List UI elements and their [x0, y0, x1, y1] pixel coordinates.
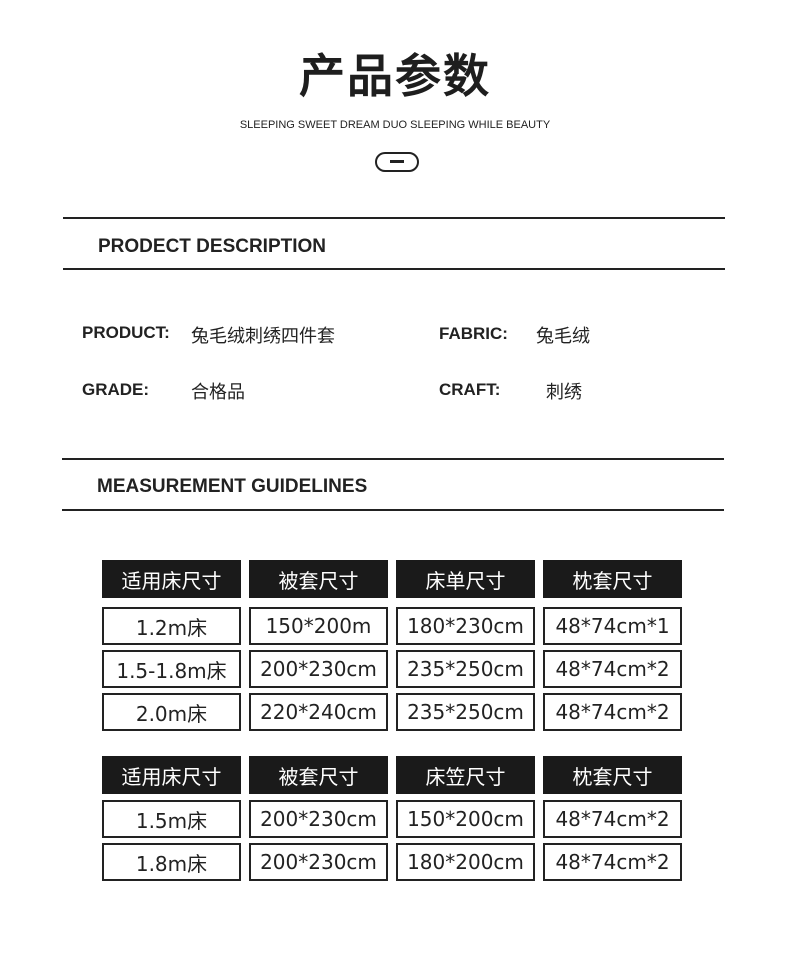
- table-cell: 2.0m床: [102, 693, 241, 731]
- subtitle: SLEEPING SWEET DREAM DUO SLEEPING WHILE …: [239, 119, 551, 131]
- divider: [63, 268, 725, 270]
- table-cell: 1.2m床: [102, 607, 241, 645]
- table-header-cell: 被套尺寸: [249, 560, 388, 598]
- craft-label: CRAFT:: [439, 380, 501, 399]
- table-cell: 200*230cm: [249, 800, 388, 838]
- table-header-cell: 床笠尺寸: [396, 756, 535, 794]
- table-cell: 48*74cm*2: [543, 800, 682, 838]
- table-cell: 235*250cm: [396, 693, 535, 731]
- table-header-cell: 被套尺寸: [249, 756, 388, 794]
- craft-value: 刺绣: [546, 382, 582, 403]
- table-cell: 1.8m床: [102, 843, 241, 881]
- table-cell: 150*200m: [249, 607, 388, 645]
- grade-value: 合格品: [191, 382, 245, 403]
- divider: [62, 509, 724, 511]
- table-cell: 1.5-1.8m床: [102, 650, 241, 688]
- divider: [62, 458, 724, 460]
- table-header-cell: 适用床尺寸: [102, 756, 241, 794]
- product-value: 兔毛绒刺绣四件套: [191, 326, 335, 347]
- table-cell: 48*74cm*2: [543, 650, 682, 688]
- section-heading-measurement: MEASUREMENT GUIDELINES: [97, 476, 368, 497]
- table-cell: 180*230cm: [396, 607, 535, 645]
- fabric-value: 兔毛绒: [536, 326, 590, 347]
- table-header-cell: 适用床尺寸: [102, 560, 241, 598]
- table-cell: 48*74cm*2: [543, 693, 682, 731]
- grade-label: GRADE:: [82, 380, 150, 399]
- table-header-cell: 枕套尺寸: [543, 756, 682, 794]
- table-header-cell: 床单尺寸: [396, 560, 535, 598]
- fabric-label: FABRIC:: [439, 324, 508, 343]
- table-cell: 150*200cm: [396, 800, 535, 838]
- table-cell: 180*200cm: [396, 843, 535, 881]
- table-cell: 1.5m床: [102, 800, 241, 838]
- divider: [63, 217, 725, 219]
- table-cell: 220*240cm: [249, 693, 388, 731]
- table-cell: 235*250cm: [396, 650, 535, 688]
- table-header-cell: 枕套尺寸: [543, 560, 682, 598]
- table-cell: 48*74cm*1: [543, 607, 682, 645]
- minus-pill-icon: [375, 152, 419, 172]
- table-cell: 200*230cm: [249, 843, 388, 881]
- page-title: 产品参数: [299, 49, 491, 103]
- product-label: PRODUCT:: [82, 323, 170, 342]
- section-heading-description: PRODECT DESCRIPTION: [98, 236, 327, 257]
- table-cell: 200*230cm: [249, 650, 388, 688]
- table-cell: 48*74cm*2: [543, 843, 682, 881]
